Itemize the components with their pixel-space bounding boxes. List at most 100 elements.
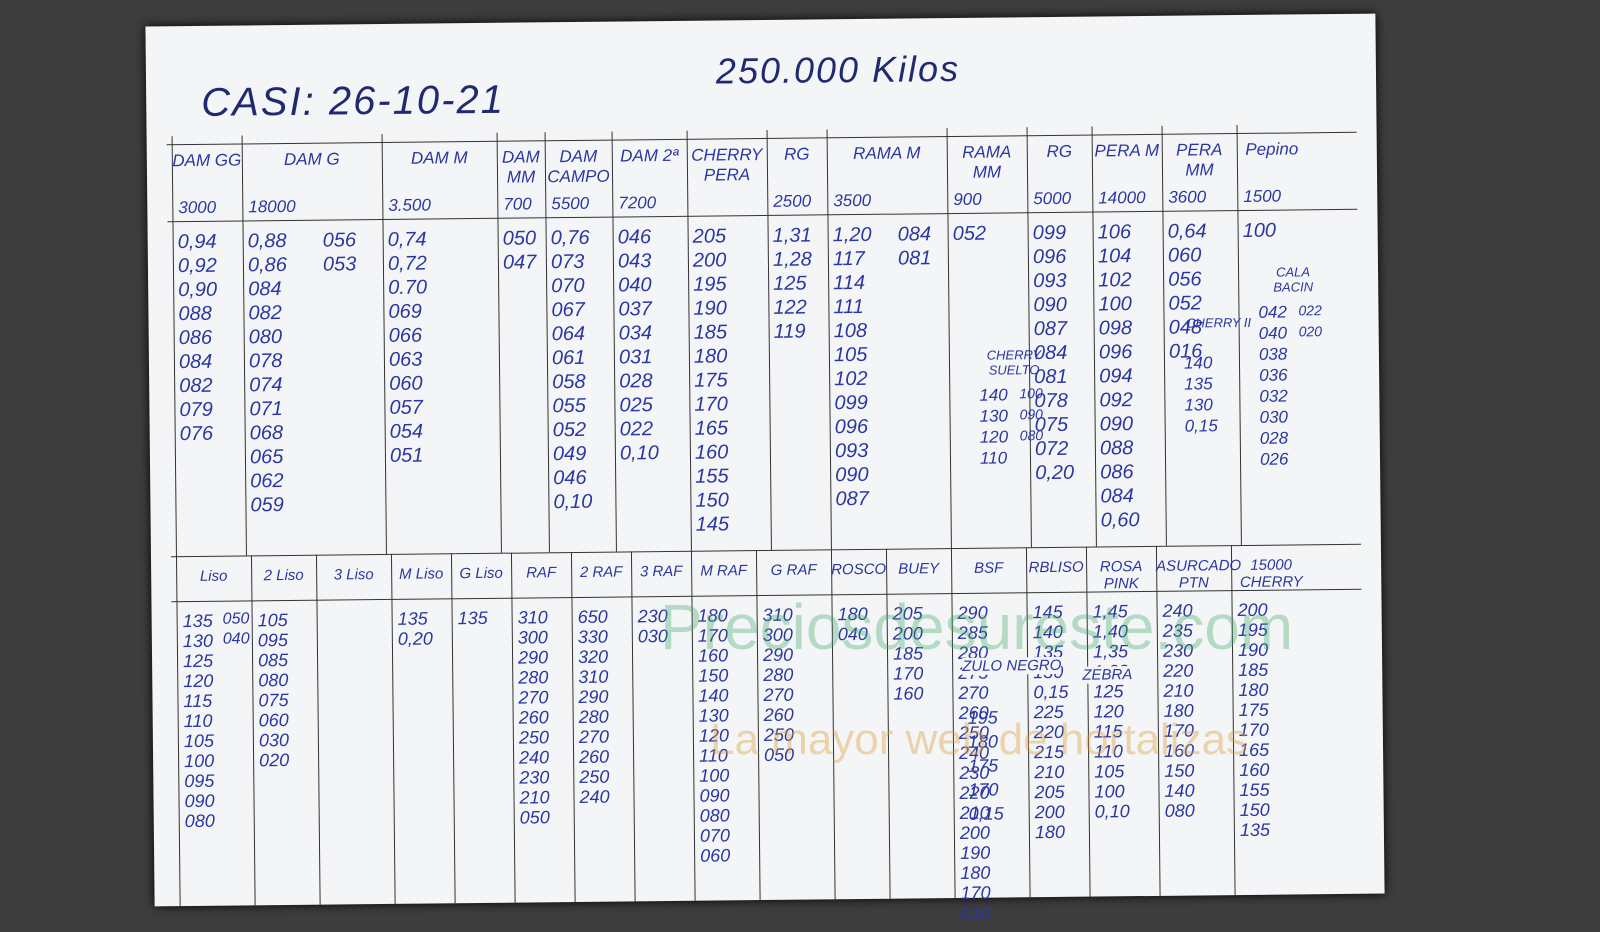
price-value: 034	[618, 322, 653, 345]
price-value: 320	[577, 646, 609, 667]
price-value: 205	[692, 225, 727, 248]
column-header: DAM 2ª	[620, 145, 679, 166]
price-value: 061	[551, 346, 586, 370]
price-value: 0,15	[1033, 681, 1069, 703]
price-value: 066	[388, 324, 423, 347]
column-quantity: 900	[953, 189, 982, 210]
price-value: 140	[1183, 353, 1213, 373]
price-value: 086	[1100, 461, 1134, 484]
price-value: 031	[618, 346, 653, 369]
total-kilos: 250.000 Kilos	[715, 47, 961, 92]
column-quantity: 700	[503, 194, 532, 214]
price-value: 108	[833, 319, 868, 343]
price-value: 1,31	[772, 224, 812, 247]
column-divider	[315, 554, 321, 905]
column-quantity: 5500	[551, 193, 590, 214]
price-value: 135	[457, 607, 488, 629]
price-value: 114	[833, 271, 866, 295]
price-value: 135	[397, 608, 428, 629]
price-value: 650	[577, 606, 608, 627]
price-value: 0,86	[247, 253, 287, 277]
box-header: CHERRY II	[1185, 314, 1252, 331]
price-value: 069	[388, 300, 422, 323]
price-value: 0,88	[247, 229, 287, 253]
note-label: ZEBRA	[1082, 666, 1133, 684]
price-value: 280	[518, 667, 549, 688]
price-value: 170	[893, 663, 924, 684]
column-header: G RAF	[770, 561, 817, 579]
price-value: 049	[552, 442, 587, 466]
price-value: 190	[960, 842, 991, 863]
column-header: DAM GG	[172, 150, 242, 171]
price-value: 051	[389, 444, 424, 467]
price-value: 130	[182, 630, 214, 652]
column-divider	[381, 133, 387, 554]
price-value: 0,76	[550, 226, 590, 250]
price-value: 115	[183, 690, 213, 712]
price-value: 090	[184, 790, 215, 812]
price-value: 094	[1099, 365, 1133, 388]
price-value: 260	[578, 746, 610, 767]
price-value: 230	[519, 767, 550, 788]
price-value: 300	[517, 627, 548, 648]
price-value: 102	[1098, 269, 1132, 292]
column-quantity: 5000	[1033, 188, 1072, 209]
price-value: 074	[249, 374, 283, 397]
column-header: ROSA PINK	[1099, 558, 1143, 593]
price-value: 090	[1019, 406, 1043, 423]
price-value: 080	[184, 810, 215, 832]
price-value: 110	[979, 448, 1008, 468]
price-value: 0,90	[178, 278, 218, 302]
price-value: 040	[618, 274, 652, 297]
column-header: DAM MM	[501, 147, 540, 187]
price-value: 102	[834, 367, 868, 391]
column-divider	[544, 132, 550, 553]
price-value: 130	[1184, 395, 1213, 415]
price-value: 310	[578, 666, 609, 687]
price-value: 330	[577, 626, 608, 647]
price-value: 052	[552, 418, 587, 442]
price-value: 093	[1033, 269, 1067, 293]
price-value: 095	[184, 770, 215, 792]
price-value: 084	[178, 350, 213, 374]
price-value: 111	[833, 295, 864, 319]
column-divider	[630, 551, 636, 902]
column-header: 15000 CHERRY	[1239, 556, 1303, 592]
column-divider	[250, 555, 256, 906]
column-header: ROSCO	[831, 560, 887, 579]
price-value: 106	[1097, 221, 1132, 244]
price-value: 280	[578, 706, 609, 727]
price-value: 240	[579, 786, 610, 807]
price-value: 064	[551, 322, 586, 346]
price-value: 170	[694, 393, 728, 416]
price-value: 105	[257, 610, 288, 631]
price-value: 055	[552, 394, 586, 418]
price-value: 080	[699, 805, 730, 826]
price-value: 078	[248, 350, 283, 373]
watermark-site: Preciosdesureste.com	[660, 591, 1294, 663]
column-quantity: 1500	[1243, 186, 1282, 206]
price-value: 090	[699, 785, 730, 806]
column-divider	[496, 132, 502, 553]
column-quantity: 3.500	[388, 195, 431, 215]
price-value: 120	[183, 670, 214, 692]
column-divider	[686, 130, 692, 551]
column-quantity: 3500	[833, 190, 872, 211]
price-value: 070	[699, 825, 731, 846]
price-value: 056	[322, 229, 357, 252]
rule	[170, 543, 1361, 558]
price-value: 250	[579, 766, 610, 787]
price-value: 088	[1099, 437, 1134, 460]
price-value: 0,20	[1035, 461, 1075, 485]
price-value: 082	[248, 302, 282, 325]
price-value: 120	[979, 427, 1009, 447]
price-value: 085	[257, 650, 289, 671]
price-value: 087	[1033, 317, 1068, 341]
price-value: 210	[1163, 680, 1194, 701]
page: CASI: 26-10-21 250.000 Kilos DAM GG 3000 0…	[145, 13, 1385, 923]
price-value: 0,60	[1100, 509, 1140, 532]
price-value: 175	[694, 369, 728, 392]
price-value: 098	[1098, 317, 1133, 340]
price-value: 040	[1258, 323, 1288, 343]
column-header: DAM CAMPO	[547, 146, 610, 187]
